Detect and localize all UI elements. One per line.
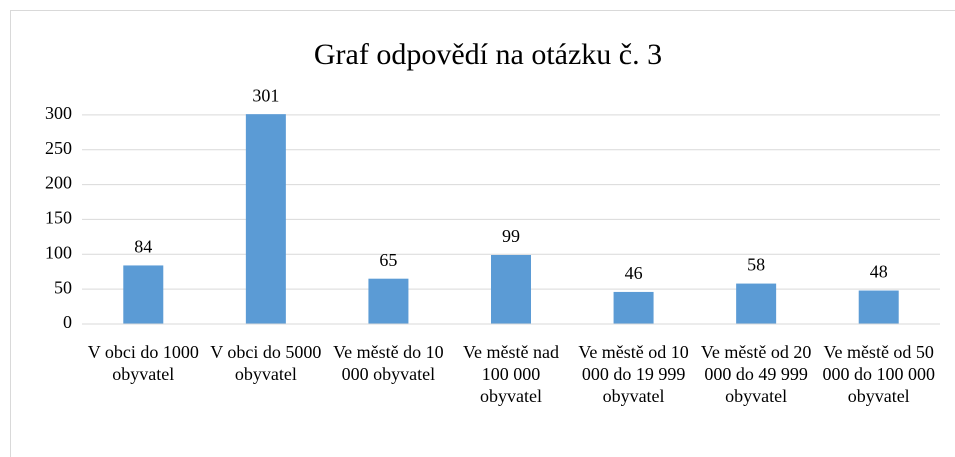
data-label: 48 <box>870 262 888 282</box>
y-tick-label: 150 <box>45 208 72 228</box>
data-label: 301 <box>252 85 279 105</box>
bar <box>368 278 409 324</box>
x-tick-label: Ve městě do 10 000 obyvatel <box>333 342 444 384</box>
bar <box>858 290 899 324</box>
x-tick-label: Ve městě od 50 000 do 100 000 obyvatel <box>822 342 935 406</box>
y-tick-label: 0 <box>63 312 72 332</box>
bar <box>491 254 531 324</box>
y-tick-label: 300 <box>45 103 72 123</box>
data-label: 99 <box>502 226 520 246</box>
x-tick-label: Ve městě od 20 000 do 49 999 obyvatel <box>700 342 812 406</box>
data-label: 84 <box>134 237 152 257</box>
y-tick-label: 50 <box>54 277 72 297</box>
data-label: 58 <box>747 255 765 275</box>
x-tick-label: V obci do 5000 obyvatel <box>210 342 322 384</box>
x-tick-label: Ve městě nad 100 000 obyvatel <box>463 342 559 406</box>
chart-title: Graf odpovědí na otázku č. 3 <box>314 38 662 71</box>
bar <box>123 265 164 324</box>
y-tick-label: 200 <box>45 173 72 193</box>
bar <box>613 291 654 324</box>
y-tick-label: 250 <box>45 138 72 158</box>
x-tick-label: Ve městě od 10 000 do 19 999 obyvatel <box>578 342 689 406</box>
bar <box>245 114 286 324</box>
bar <box>736 283 777 324</box>
y-tick-label: 100 <box>45 242 72 262</box>
data-label: 65 <box>379 250 397 270</box>
data-label: 46 <box>625 263 643 283</box>
x-tick-label: V obci do 1000 obyvatel <box>87 342 199 384</box>
chart-border <box>10 10 955 457</box>
